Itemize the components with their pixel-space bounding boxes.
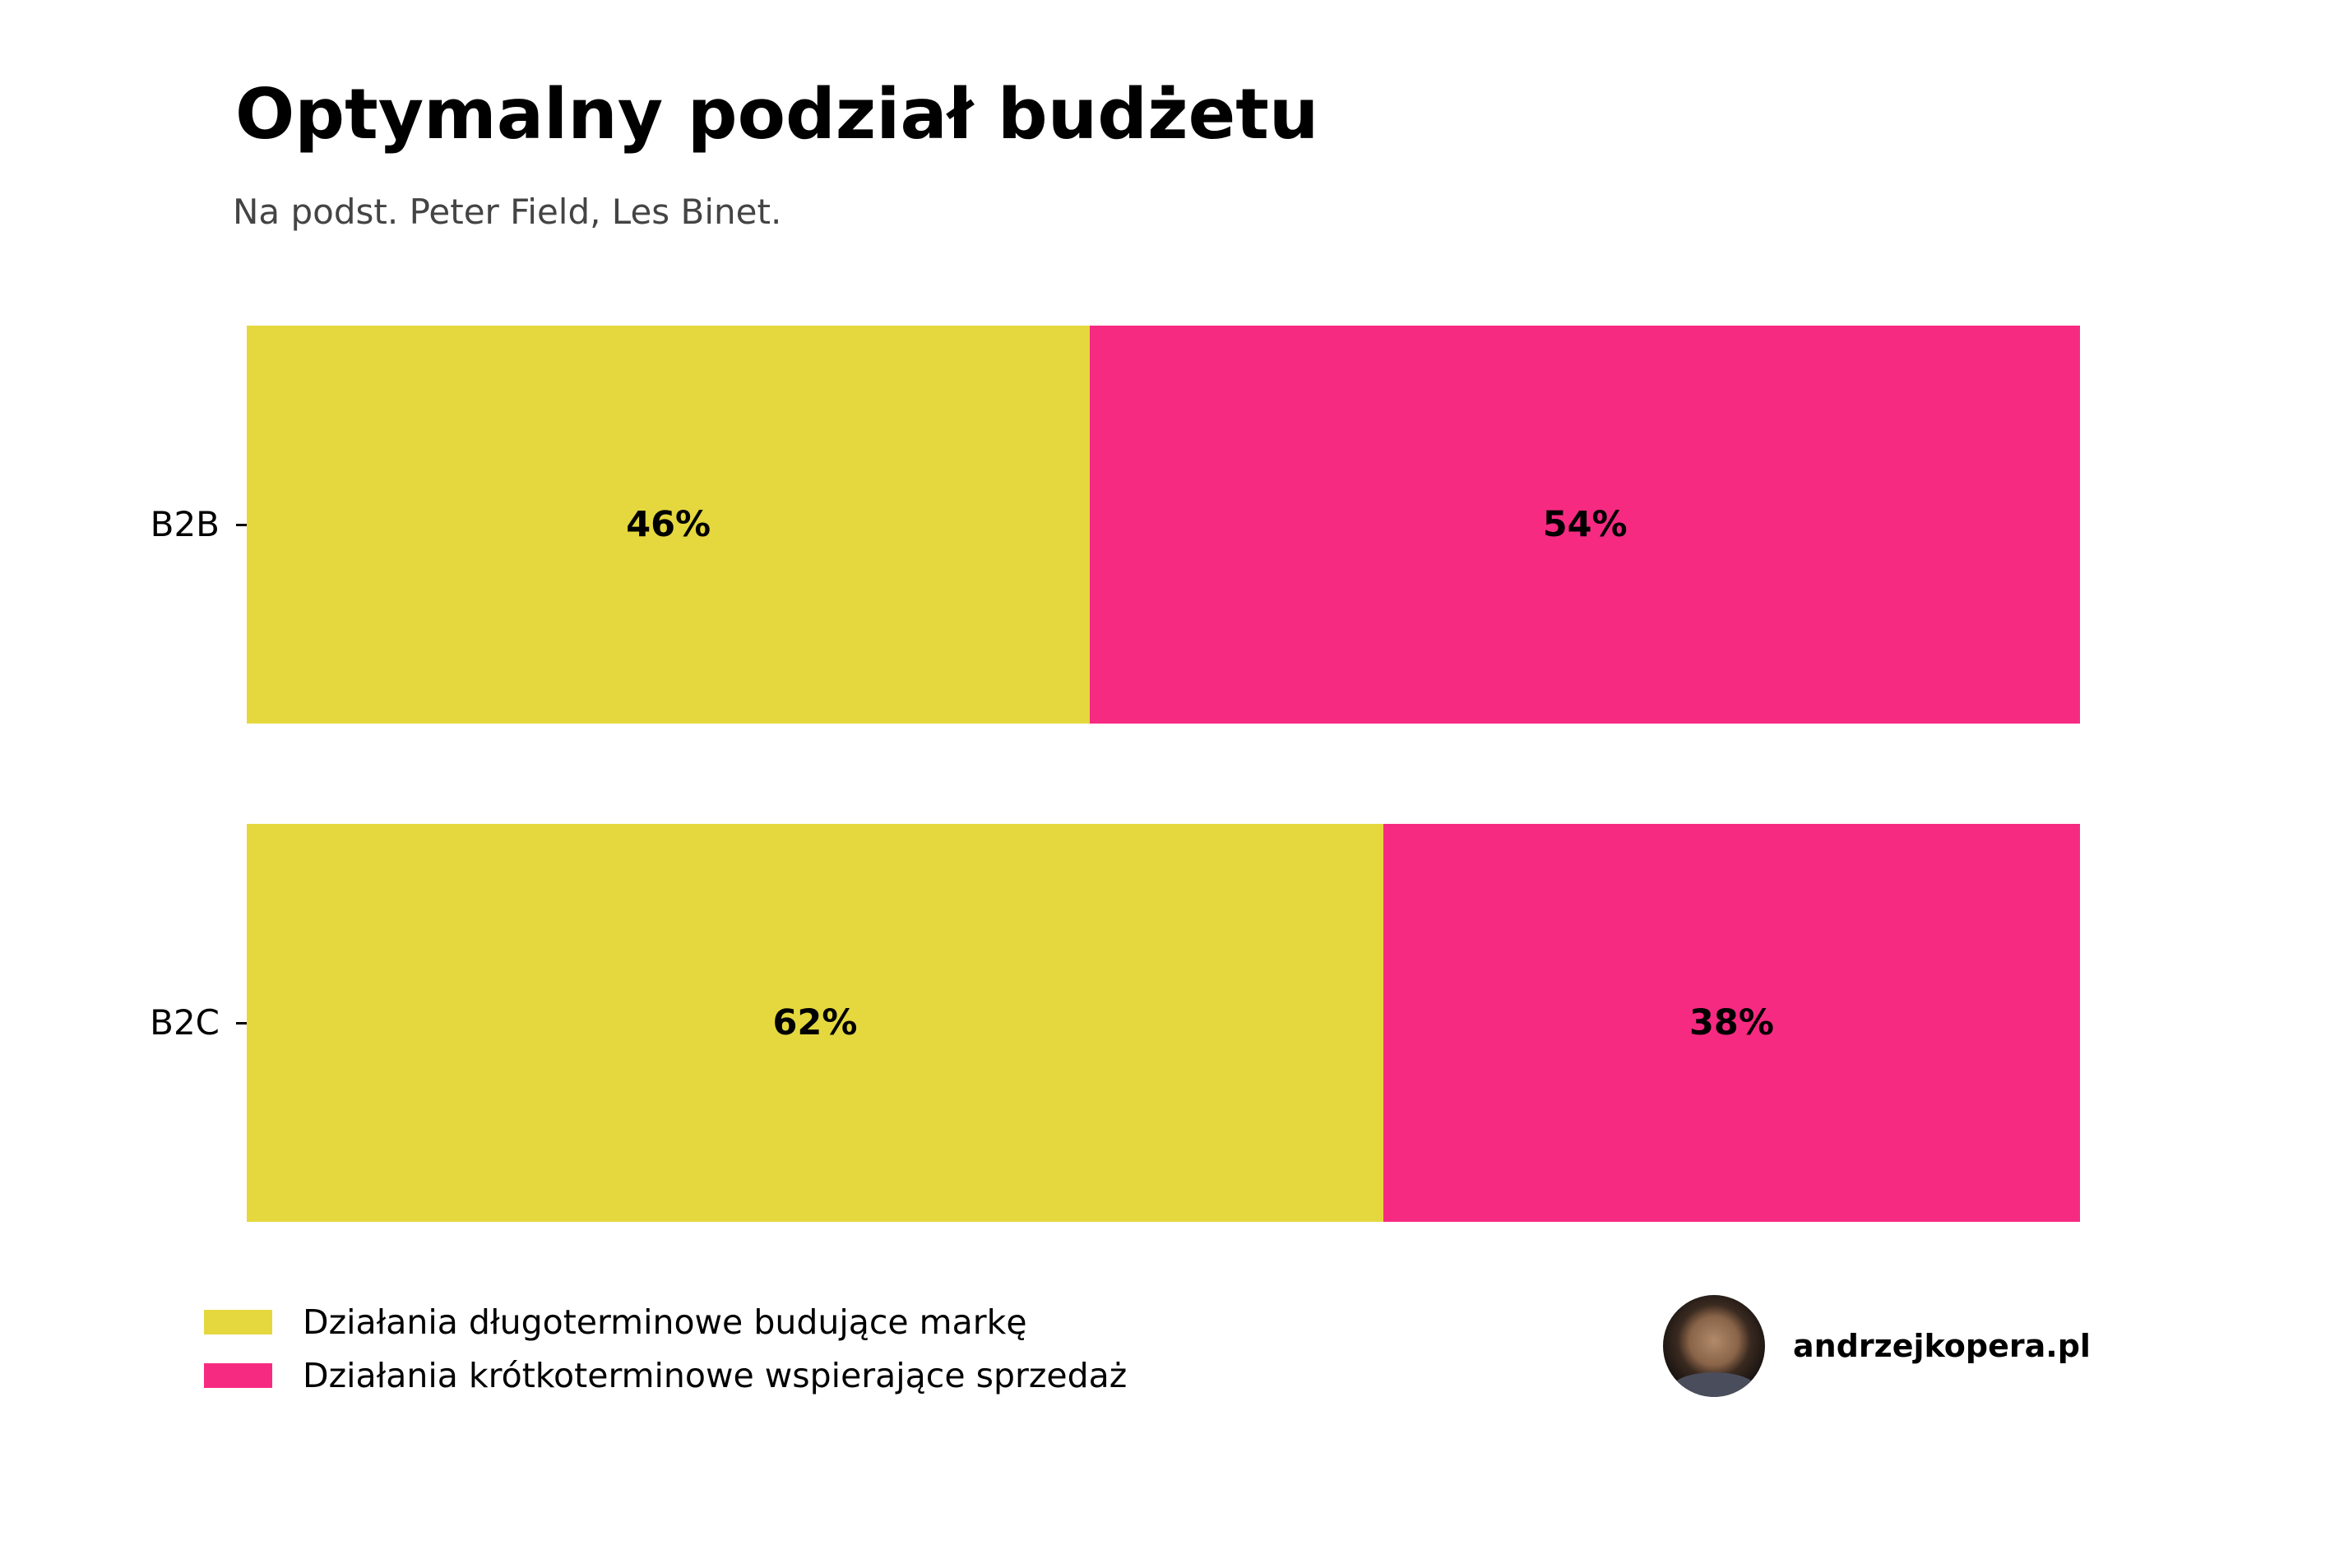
brand-signature: andrzejkopera.pl xyxy=(1663,1295,2091,1397)
legend-item-sales: Działania krótkoterminowe wspierające sp… xyxy=(204,1348,1127,1402)
chart-title: Optymalny podział budżetu xyxy=(235,74,1319,155)
data-label: 62% xyxy=(772,1002,858,1043)
bar-row-b2b: 46% 54% xyxy=(247,326,2080,724)
legend-label-brand: Działania długoterminowe budujące markę xyxy=(303,1302,1027,1342)
chart-subtitle: Na podst. Peter Field, Les Binet. xyxy=(233,192,782,232)
legend-swatch-brand xyxy=(204,1309,272,1334)
bar-segment-sales-b2c: 38% xyxy=(1383,824,2080,1222)
y-tick-b2b xyxy=(236,524,247,526)
data-label: 38% xyxy=(1689,1002,1774,1043)
bar-segment-brand-b2c: 62% xyxy=(247,824,1383,1222)
legend-label-sales: Działania krótkoterminowe wspierające sp… xyxy=(303,1355,1128,1395)
legend-swatch-sales xyxy=(204,1362,272,1388)
brand-website: andrzejkopera.pl xyxy=(1793,1328,2091,1364)
data-label: 54% xyxy=(1542,504,1628,545)
bar-row-b2c: 62% 38% xyxy=(247,824,2080,1222)
category-label-b2c: B2C xyxy=(150,1002,220,1043)
y-tick-b2c xyxy=(236,1022,247,1025)
bar-segment-brand-b2b: 46% xyxy=(247,326,1091,724)
legend: Działania długoterminowe budujące markę … xyxy=(204,1295,1127,1402)
author-photo-icon xyxy=(1663,1295,1765,1397)
category-label-b2b: B2B xyxy=(150,504,220,544)
legend-item-brand: Działania długoterminowe budujące markę xyxy=(204,1295,1127,1348)
bar-segment-sales-b2b: 54% xyxy=(1090,326,2080,724)
data-label: 46% xyxy=(626,504,711,545)
